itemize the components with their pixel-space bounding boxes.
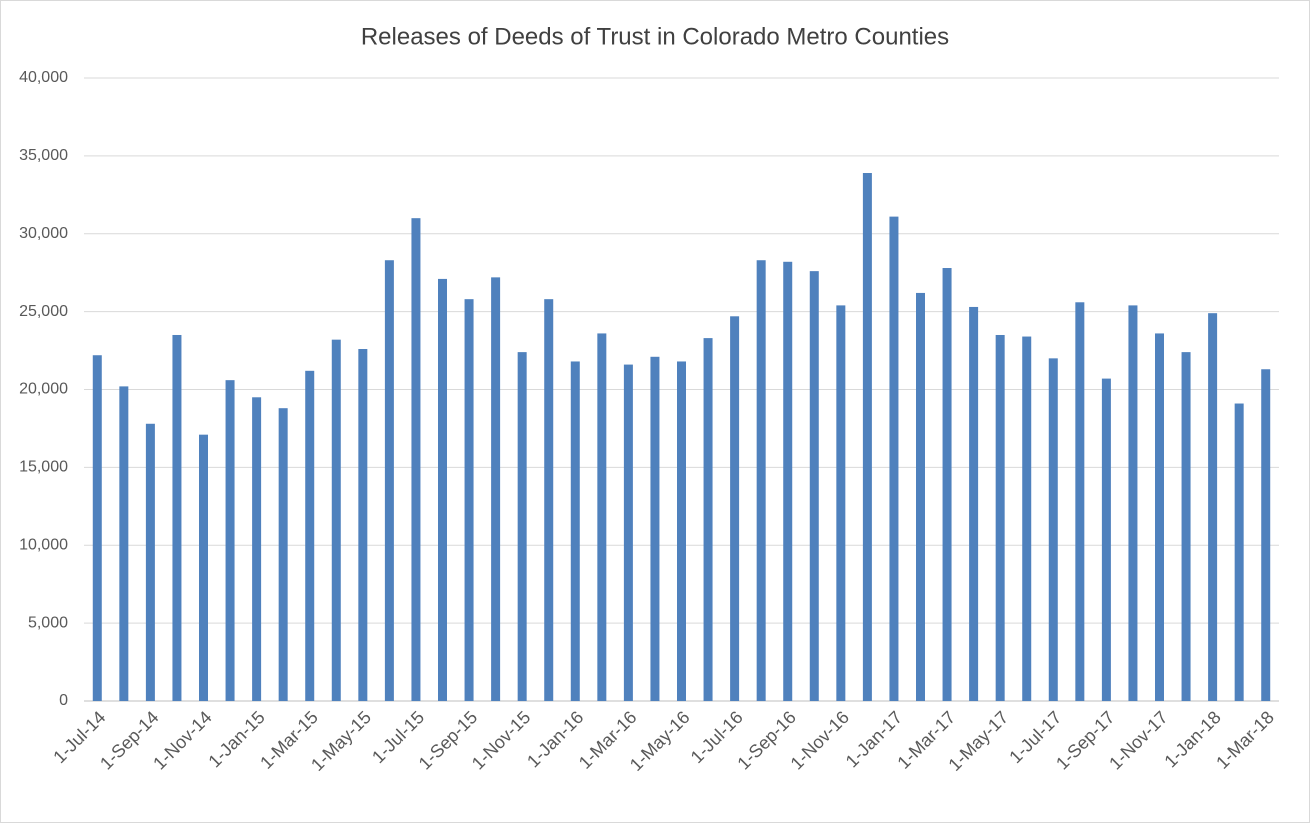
bar: [1234, 403, 1244, 701]
bar: [1261, 369, 1271, 701]
bar: [1101, 378, 1111, 701]
bar: [1022, 336, 1032, 701]
bar: [278, 408, 288, 701]
bar: [225, 380, 235, 701]
bar: [650, 356, 660, 701]
bar: [677, 361, 686, 701]
bar: [1181, 352, 1191, 701]
y-tick-label: 30,000: [19, 225, 68, 242]
y-tick-label: 15,000: [19, 459, 68, 476]
bar: [730, 316, 740, 701]
bar: [570, 361, 580, 701]
y-tick-label: 40,000: [19, 69, 68, 86]
y-tick-label: 10,000: [19, 536, 68, 553]
chart-title: Releases of Deeds of Trust in Colorado M…: [361, 23, 949, 50]
bar: [92, 355, 102, 701]
bar: [783, 261, 793, 701]
bar: [438, 278, 447, 701]
bar: [623, 364, 633, 701]
bar: [995, 334, 1005, 701]
bar: [411, 218, 421, 702]
bar: [517, 352, 527, 701]
bar: [1075, 302, 1085, 701]
bar: [597, 333, 607, 701]
y-tick-label: 5,000: [28, 614, 68, 631]
y-tick-label: 35,000: [19, 147, 68, 164]
bar: [942, 268, 952, 701]
bar: [358, 349, 368, 701]
bar: [464, 299, 474, 701]
y-tick-label: 0: [59, 692, 68, 709]
bar: [703, 338, 713, 701]
bar: [836, 305, 846, 701]
bar: [862, 173, 872, 701]
bar: [1128, 305, 1138, 701]
bar: [756, 260, 766, 701]
bar: [119, 386, 129, 701]
bar: [199, 434, 208, 701]
bar: [252, 397, 262, 701]
bar: [969, 306, 979, 701]
bar: [889, 216, 899, 701]
bar: [1048, 358, 1058, 701]
y-tick-label: 25,000: [19, 303, 68, 320]
bar: [916, 292, 925, 701]
bar: [491, 277, 501, 701]
bar: [544, 299, 554, 701]
bar: [1208, 313, 1218, 701]
bar: [331, 339, 341, 701]
bar: [145, 423, 155, 701]
bar: [1155, 333, 1164, 701]
bar: [384, 260, 394, 701]
y-tick-label: 20,000: [19, 381, 68, 398]
bar: [305, 370, 315, 701]
bar: [172, 334, 182, 701]
bar: [809, 271, 819, 701]
